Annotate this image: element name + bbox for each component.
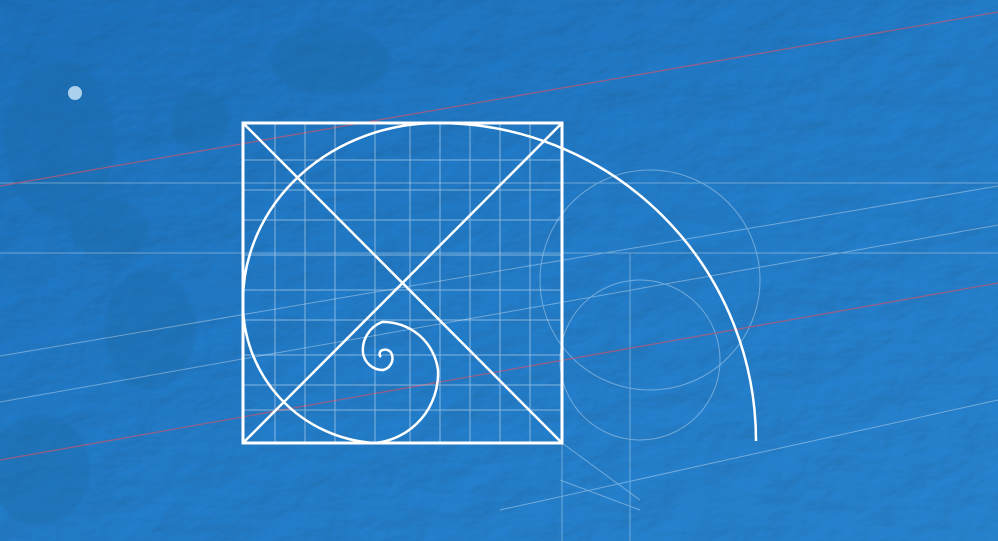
buoy-dot: [68, 86, 82, 100]
golden-spiral: [241, 299, 440, 445]
construction-lines: [0, 169, 998, 541]
diagonal-x: [242, 122, 563, 444]
outer-arc: [241, 121, 758, 442]
relief-shading: [0, 25, 390, 525]
square-grid: [243, 123, 562, 443]
red-lines: [0, 11, 998, 461]
